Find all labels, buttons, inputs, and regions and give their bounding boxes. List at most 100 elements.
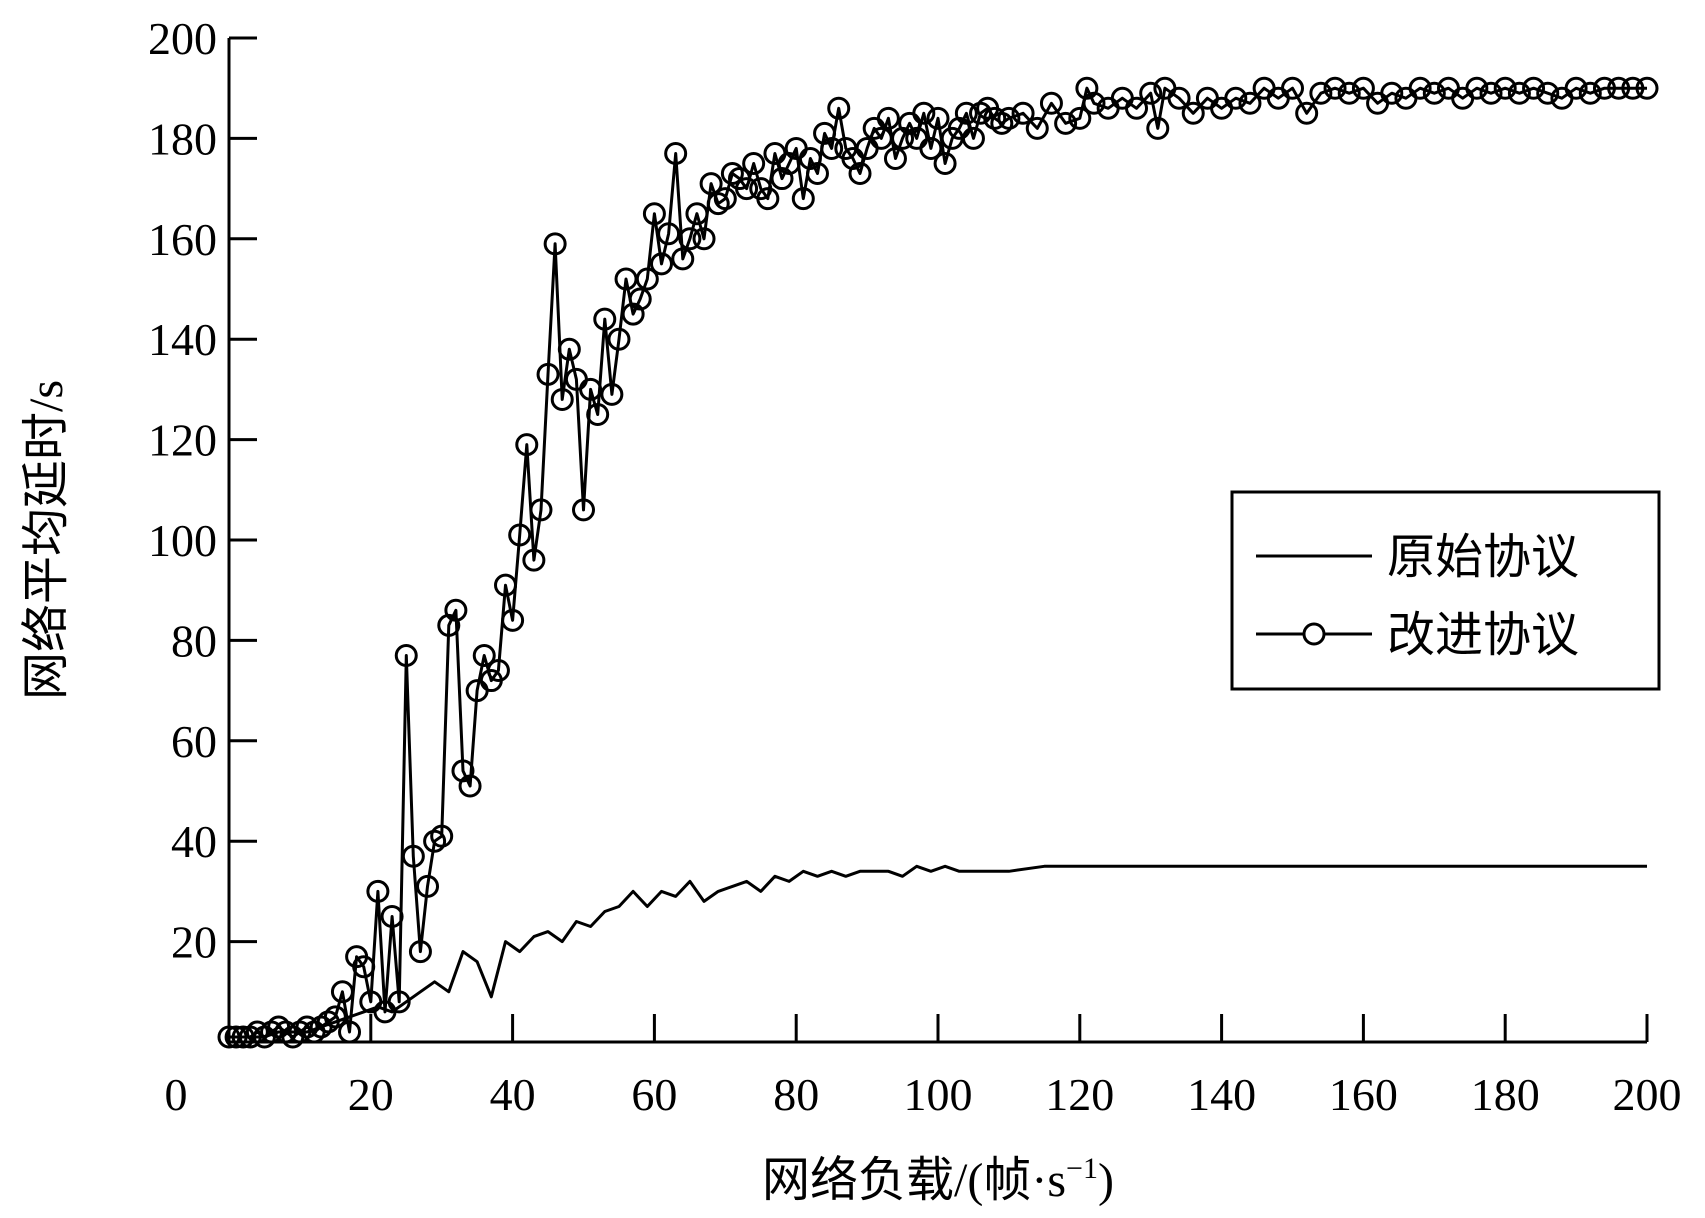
x-tick-label: 60 bbox=[631, 1069, 677, 1120]
data-point bbox=[848, 162, 872, 186]
x-tick-label: 0 bbox=[165, 1069, 188, 1120]
data-point bbox=[1068, 106, 1092, 130]
x-tick-label: 140 bbox=[1187, 1069, 1256, 1120]
series-line bbox=[229, 86, 1647, 1039]
x-axis-label-superscript: −1 bbox=[1066, 1152, 1098, 1185]
data-point bbox=[1564, 76, 1588, 100]
data-point bbox=[1181, 101, 1205, 125]
y-tick-label: 20 bbox=[171, 917, 217, 968]
data-point bbox=[1507, 81, 1531, 105]
data-point bbox=[664, 141, 688, 165]
data-point bbox=[430, 824, 454, 848]
data-point bbox=[508, 523, 532, 547]
data-point bbox=[593, 307, 617, 331]
data-point bbox=[387, 990, 411, 1014]
data-point bbox=[366, 879, 390, 903]
data-point bbox=[1351, 76, 1375, 100]
data-point bbox=[1380, 81, 1404, 105]
x-tick-label: 120 bbox=[1045, 1069, 1114, 1120]
data-point bbox=[649, 252, 673, 276]
y-tick-label: 160 bbox=[148, 214, 217, 265]
data-point bbox=[1621, 76, 1645, 100]
data-point bbox=[543, 232, 567, 256]
data-point bbox=[401, 844, 425, 868]
x-tick-label: 200 bbox=[1613, 1069, 1682, 1120]
data-point bbox=[458, 774, 482, 798]
data-point bbox=[1082, 91, 1106, 115]
x-tick-label: 100 bbox=[904, 1069, 973, 1120]
data-point bbox=[486, 659, 510, 683]
x-tick-label: 20 bbox=[348, 1069, 394, 1120]
data-point bbox=[628, 287, 652, 311]
x-tick-label: 40 bbox=[490, 1069, 536, 1120]
data-point bbox=[883, 146, 907, 170]
data-point bbox=[713, 187, 737, 211]
data-point bbox=[912, 101, 936, 125]
data-point bbox=[657, 222, 681, 246]
data-point bbox=[1025, 116, 1049, 140]
data-point bbox=[1522, 76, 1546, 100]
data-point bbox=[408, 940, 432, 964]
data-point bbox=[536, 362, 560, 386]
data-point bbox=[671, 247, 695, 271]
data-point bbox=[1465, 76, 1489, 100]
legend-label: 原始协议 bbox=[1387, 531, 1579, 584]
data-point bbox=[1592, 76, 1616, 100]
data-point bbox=[1408, 76, 1432, 100]
chart-series bbox=[217, 76, 1659, 1049]
data-point bbox=[919, 136, 943, 160]
y-tick-label: 140 bbox=[148, 314, 217, 365]
x-tick-label: 80 bbox=[773, 1069, 819, 1120]
data-point bbox=[692, 227, 716, 251]
data-point bbox=[1146, 116, 1170, 140]
x-tick-label: 180 bbox=[1471, 1069, 1540, 1120]
data-point bbox=[1224, 86, 1248, 110]
legend-label: 改进协议 bbox=[1387, 609, 1579, 662]
data-point bbox=[522, 548, 546, 572]
data-point bbox=[1337, 81, 1361, 105]
data-point bbox=[791, 187, 815, 211]
data-point bbox=[1493, 76, 1517, 100]
data-point bbox=[607, 327, 631, 351]
data-point bbox=[394, 643, 418, 667]
data-point bbox=[997, 106, 1021, 130]
y-tick-label: 120 bbox=[148, 415, 217, 466]
data-point bbox=[805, 162, 829, 186]
y-tick-label: 40 bbox=[171, 816, 217, 867]
data-point bbox=[600, 382, 624, 406]
y-tick-label: 180 bbox=[148, 113, 217, 164]
data-point bbox=[685, 202, 709, 226]
data-point bbox=[579, 377, 603, 401]
data-point bbox=[756, 187, 780, 211]
data-point bbox=[572, 498, 595, 522]
legend-marker bbox=[1302, 622, 1326, 646]
data-point bbox=[380, 905, 404, 928]
data-point bbox=[1309, 81, 1333, 105]
data-point bbox=[352, 955, 376, 979]
data-point bbox=[635, 267, 659, 291]
data-point bbox=[323, 1005, 347, 1029]
y-axis-label: 网络平均延时/s bbox=[20, 380, 73, 700]
x-axis-label-close: ) bbox=[1098, 1154, 1114, 1207]
data-point bbox=[1167, 86, 1191, 110]
data-point bbox=[529, 498, 553, 522]
data-point bbox=[501, 608, 525, 632]
data-point bbox=[1011, 101, 1035, 125]
data-point bbox=[338, 1020, 362, 1044]
y-tick-label: 100 bbox=[148, 515, 217, 566]
data-point bbox=[876, 106, 900, 130]
data-point bbox=[444, 598, 468, 622]
data-point bbox=[472, 643, 496, 667]
data-point bbox=[1139, 81, 1163, 105]
data-point bbox=[642, 202, 666, 226]
data-point bbox=[820, 136, 844, 160]
data-point bbox=[494, 573, 518, 597]
data-point bbox=[735, 177, 759, 201]
y-tick-label: 80 bbox=[171, 615, 217, 666]
data-point bbox=[416, 874, 440, 898]
data-point bbox=[1536, 81, 1560, 105]
data-point bbox=[330, 980, 354, 1004]
data-point bbox=[1422, 81, 1446, 105]
